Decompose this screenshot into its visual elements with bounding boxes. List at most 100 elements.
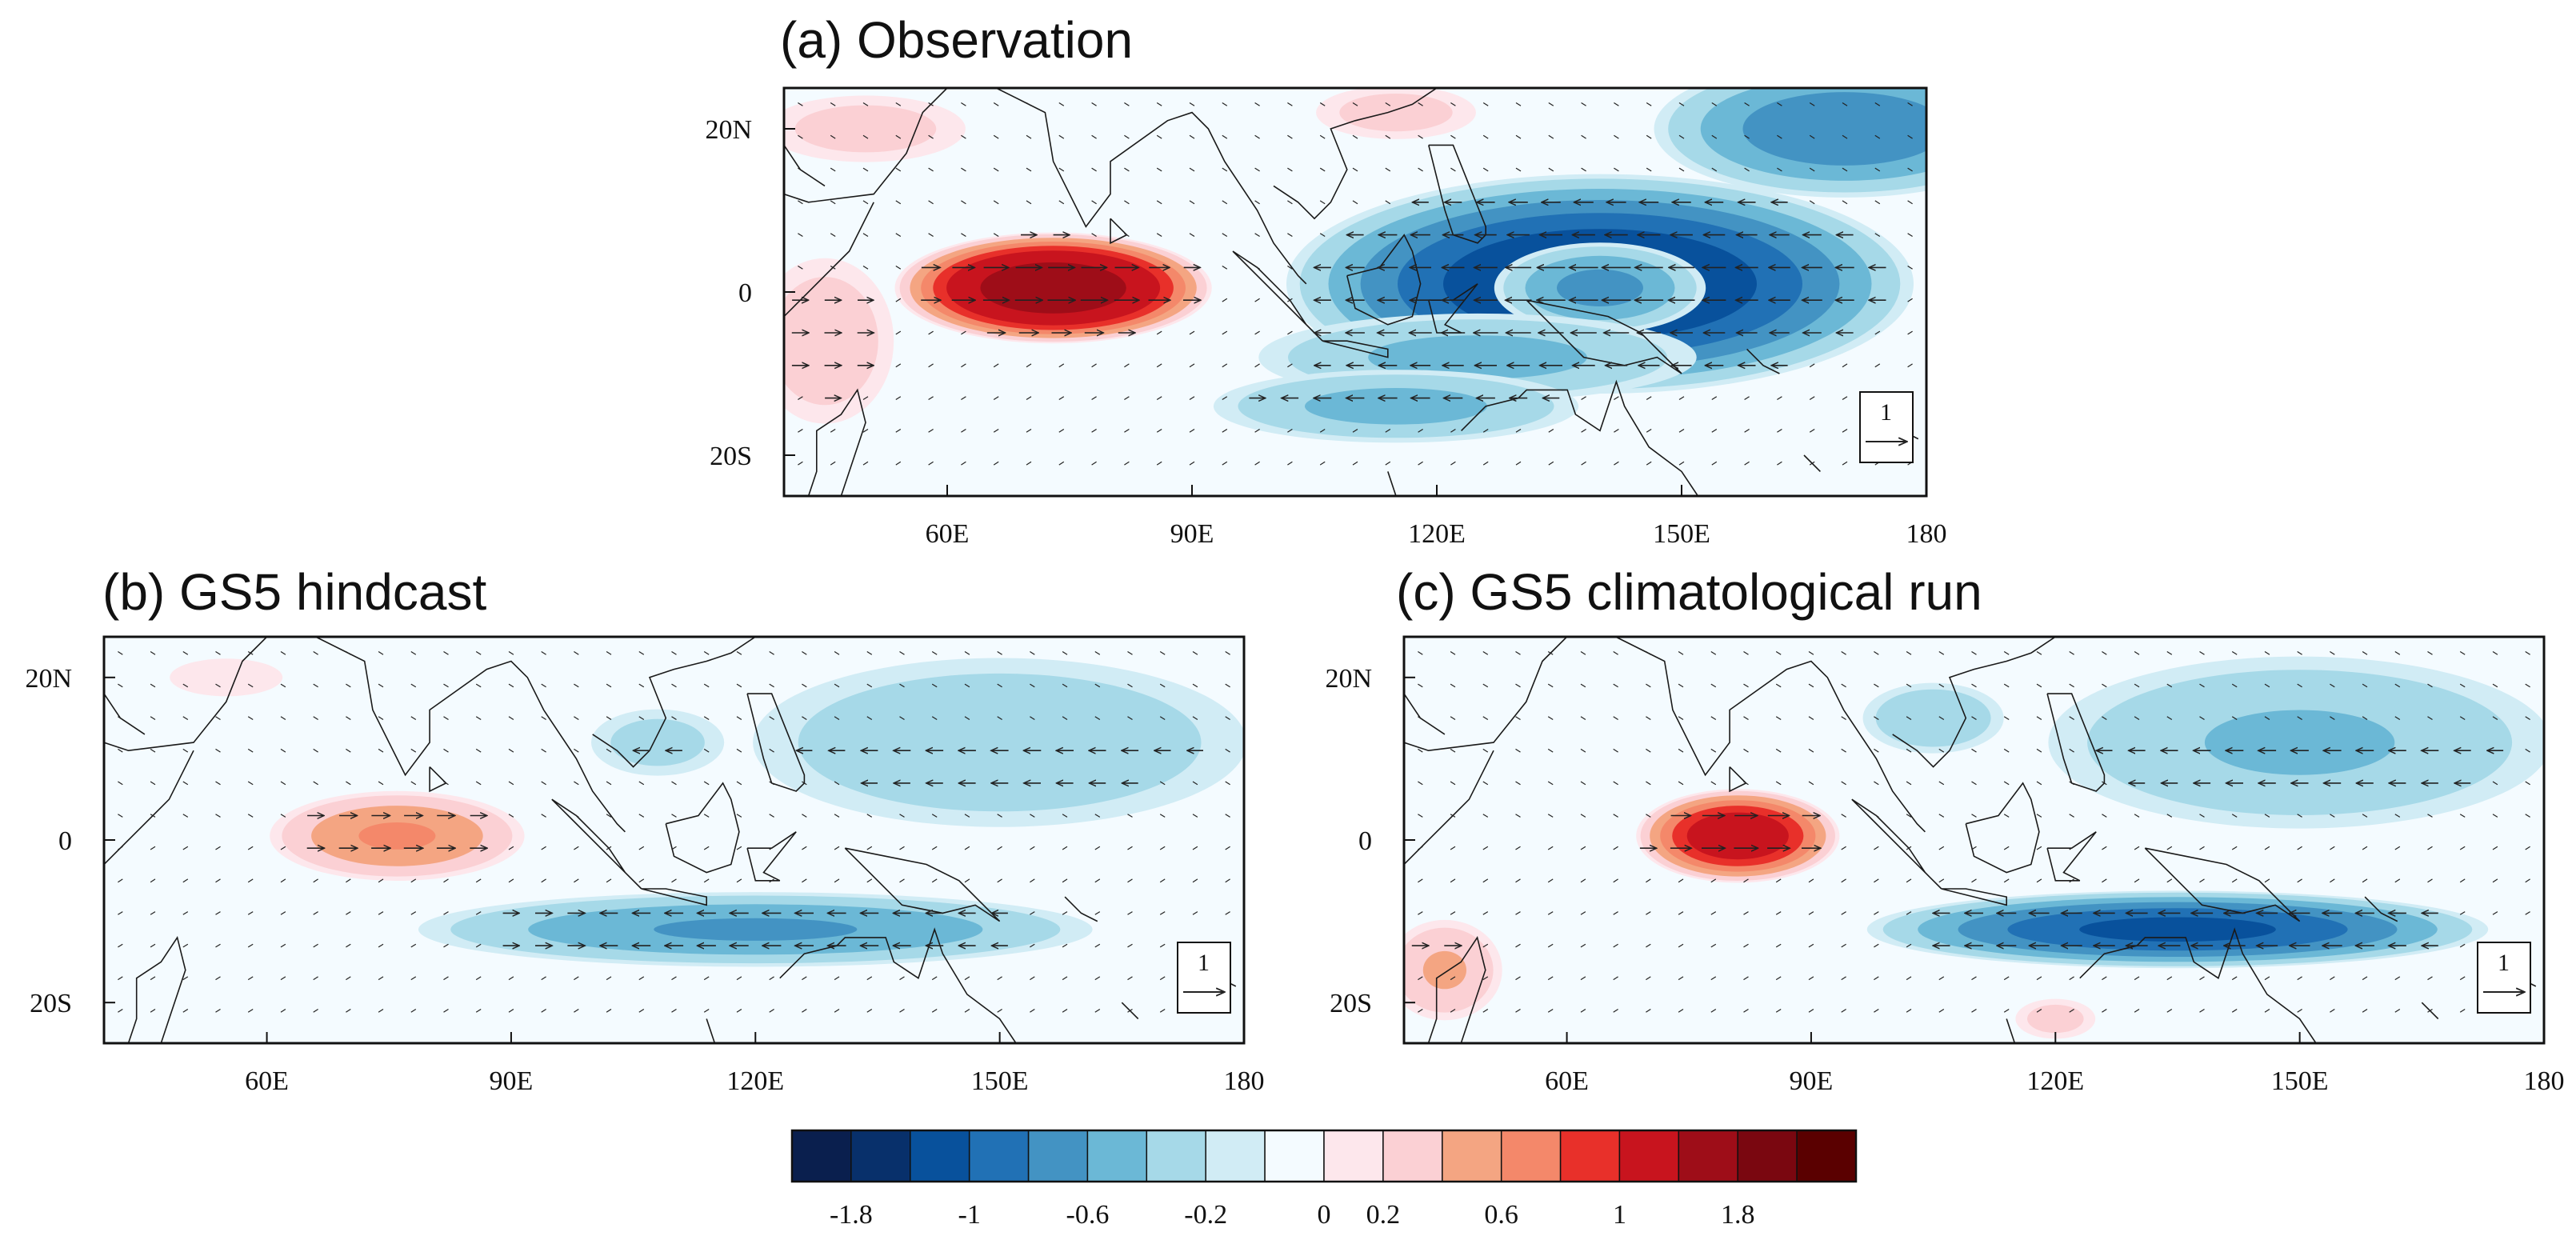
- wind-vector: [1938, 814, 1945, 818]
- wind-vector: [1841, 781, 1846, 786]
- wind-vector: [703, 781, 710, 786]
- wind-vector: [2297, 814, 2302, 818]
- wind-vector: [346, 1008, 351, 1013]
- wind-vector: [313, 878, 318, 883]
- wind-vector: [1222, 428, 1228, 433]
- wind-vector: [182, 814, 189, 818]
- wind-vector: [638, 846, 645, 850]
- wind-vector: [1841, 650, 1846, 655]
- wind-vector: [1547, 846, 1554, 850]
- wind-vector: [1906, 716, 1912, 721]
- wind-vector: [541, 748, 546, 753]
- wind-vector: [2102, 976, 2107, 981]
- wind-vector: [1450, 428, 1456, 433]
- coastline: [706, 1018, 716, 1043]
- colorbar-swatch: [1264, 1130, 1325, 1182]
- wind-vector: [1482, 976, 1489, 981]
- wind-vector: [1874, 716, 1879, 721]
- wind-vector: [182, 846, 189, 850]
- wind-vector: [931, 1008, 938, 1013]
- wind-vector: [541, 976, 546, 981]
- wind-vector: [1711, 167, 1718, 172]
- wind-vector: [1319, 102, 1326, 106]
- wind-vector: [798, 428, 803, 433]
- wind-vector: [2069, 748, 2074, 753]
- colorbar-swatch: [1618, 1130, 1680, 1182]
- wind-vector: [1808, 911, 1814, 915]
- wind-vector: [1159, 846, 1166, 850]
- wind-vector: [1418, 814, 1423, 818]
- wind-vector: [1580, 846, 1586, 850]
- wind-vector: [410, 943, 417, 948]
- wind-vector: [1711, 102, 1718, 106]
- wind-vector: [410, 878, 417, 883]
- wind-vector: [1743, 781, 1749, 786]
- wind-vector: [150, 846, 156, 850]
- wind-vector: [928, 330, 934, 335]
- wind-vector: [2102, 1008, 2107, 1013]
- wind-vector: [736, 1008, 742, 1013]
- wind-vector: [1710, 683, 1717, 688]
- wind-vector: [866, 976, 873, 981]
- colorbar-swatch: [1382, 1130, 1443, 1182]
- wind-vector: [1809, 200, 1815, 205]
- wind-vector: [931, 878, 938, 883]
- wind-vector: [1547, 878, 1554, 883]
- wind-vector: [1710, 878, 1717, 883]
- wind-vector: [1613, 878, 1618, 883]
- wind-vector: [1450, 781, 1456, 786]
- wind-vector: [1482, 748, 1489, 753]
- wind-vector: [2134, 878, 2140, 883]
- wind-vector: [1189, 233, 1195, 238]
- wind-vector: [2003, 814, 2010, 818]
- wind-vector: [736, 781, 742, 786]
- wind-vector: [638, 716, 645, 721]
- wind-vector: [247, 781, 254, 786]
- wind-vector: [769, 650, 774, 655]
- wind-vector: [118, 878, 123, 883]
- wind-vector: [1287, 298, 1293, 302]
- wind-vector: [895, 167, 902, 172]
- wind-vector: [1743, 650, 1749, 655]
- wind-vector: [703, 878, 710, 883]
- wind-vector: [1450, 716, 1456, 721]
- wind-vector: [2264, 878, 2270, 883]
- wind-vector: [2525, 650, 2530, 655]
- wind-vector: [1192, 683, 1198, 688]
- wind-vector: [1287, 265, 1293, 270]
- lat-tick-label: 20S: [710, 442, 752, 471]
- wind-vector: [862, 265, 869, 270]
- lon-tick-label: 180: [1224, 1066, 1265, 1096]
- wind-vector: [1156, 461, 1162, 466]
- wind-vector: [118, 683, 123, 688]
- wind-vector: [313, 650, 318, 655]
- wind-vector: [1744, 461, 1750, 466]
- wind-vector: [280, 748, 286, 753]
- wind-vector: [280, 911, 286, 915]
- colorbar-swatch: [1500, 1130, 1562, 1182]
- wind-vector: [2003, 781, 2010, 786]
- wind-vector: [1192, 650, 1198, 655]
- wind-vector: [703, 748, 710, 753]
- wind-vector: [1515, 781, 1521, 786]
- wind-vector: [1581, 102, 1586, 106]
- wind-vector: [1418, 461, 1423, 466]
- wind-vector: [1352, 102, 1358, 106]
- wind-vector: [410, 650, 417, 655]
- wind-vector: [671, 814, 677, 818]
- wind-vector: [1678, 781, 1684, 786]
- wind-vector: [1678, 976, 1684, 981]
- wind-vector: [834, 846, 840, 850]
- wind-vector: [1450, 846, 1456, 850]
- wind-vector: [1287, 461, 1293, 466]
- wind-vector: [1580, 878, 1586, 883]
- wind-vector: [1254, 363, 1260, 368]
- wind-vector: [1515, 748, 1521, 753]
- wind-vector: [378, 911, 384, 915]
- wind-vector: [378, 650, 384, 655]
- coastline: [1404, 750, 1494, 866]
- lat-tick-label: 0: [58, 826, 72, 856]
- wind-vector: [1874, 1008, 1879, 1013]
- wind-vector: [606, 781, 612, 786]
- wind-vector: [1026, 396, 1032, 401]
